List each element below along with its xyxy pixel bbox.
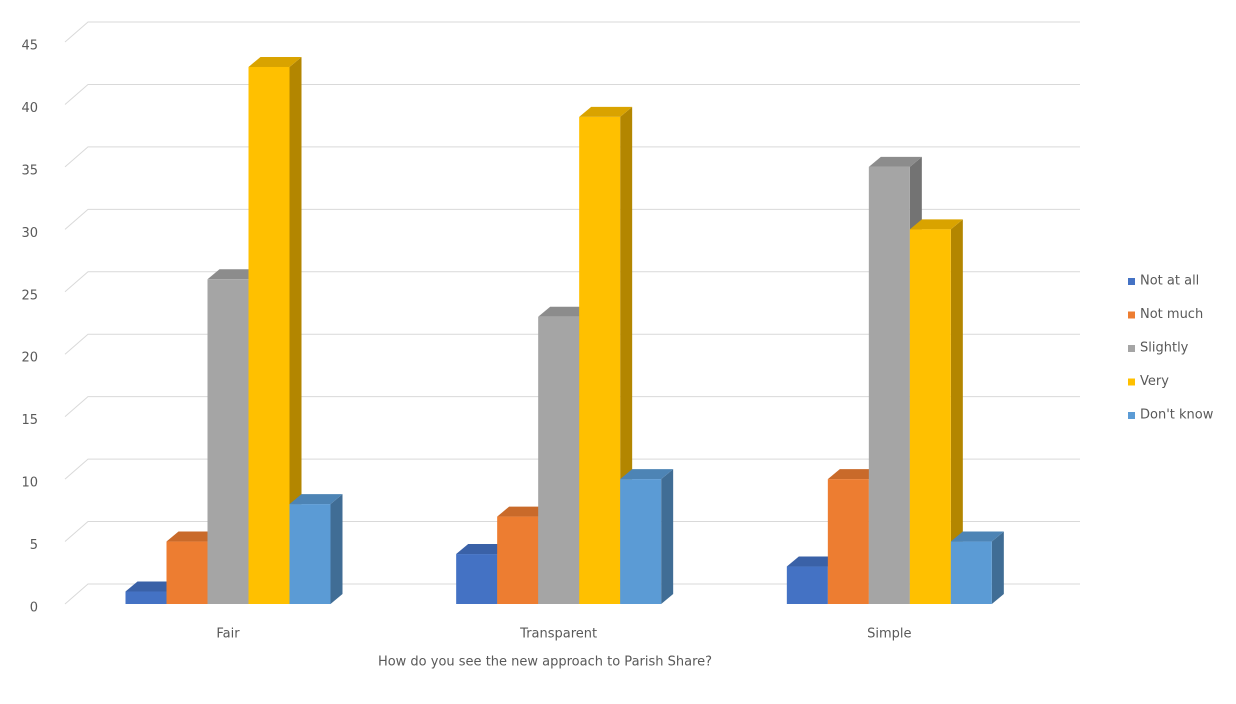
y-tick-label: 0 [30,601,38,616]
bar-top [950,531,1004,542]
grid-line [64,21,1080,43]
y-tick-label: 25 [21,288,38,303]
bar-side [950,219,963,605]
bar-front [125,591,167,604]
bar-top [909,219,963,230]
legend-swatch [1128,278,1135,285]
bar-top [827,469,881,480]
bar-front [207,279,249,604]
bar-top [620,469,674,480]
y-tick-label: 40 [21,101,38,116]
legend-swatch [1128,412,1135,419]
bar [125,581,179,604]
bar [620,469,674,604]
bar-top [579,106,633,117]
bar-front [827,479,869,604]
legend-swatch [1128,345,1135,352]
x-tick-label: Simple [867,627,911,642]
bar-top [207,269,261,280]
bar [248,56,302,604]
y-tick-label: 30 [21,226,38,241]
bar-top [125,581,179,592]
legend-swatch [1128,311,1135,319]
grid-line [64,271,1080,293]
bar [289,494,343,604]
bar-top [289,494,343,505]
bar [909,219,963,605]
y-tick-label: 45 [21,39,38,54]
bar-front [620,479,662,604]
grid-line [64,583,1080,605]
legend-label: Not at all [1140,274,1199,289]
bar-side [991,531,1004,604]
legend-label: Don't know [1140,408,1214,423]
x-tick-label: Fair [216,627,240,642]
y-tick-label: 35 [21,163,38,178]
bar-top [248,56,302,67]
grid-line [64,146,1080,168]
bar-side [661,469,674,604]
bar-top [786,556,840,567]
bar-front [248,66,290,604]
bar-front [579,116,621,604]
bar-front [909,229,951,605]
bar-side [330,494,343,604]
bar-front [497,516,539,604]
bar-front [289,504,331,604]
legend-label: Slightly [1140,341,1189,356]
x-axis-title: How do you see the new approach to Paris… [378,655,712,670]
x-tick-label: Transparent [519,627,597,642]
y-tick-label: 20 [21,351,38,366]
bar-top [538,306,592,317]
bar-front [538,316,580,604]
grid-line [64,83,1080,105]
bar-front [166,541,208,604]
bar-top [166,531,220,542]
legend-label: Not much [1140,307,1203,322]
y-tick-label: 10 [21,476,38,491]
bar-side [289,56,302,604]
bar-top [456,544,510,555]
grid-line [64,521,1080,542]
legend-label: Very [1140,374,1169,389]
grid-line [64,458,1080,480]
grid-line [64,396,1080,418]
y-tick-label: 5 [30,538,38,553]
y-tick-label: 15 [21,413,38,428]
grid-line [64,208,1080,230]
legend-swatch [1128,378,1135,386]
bar-front [950,541,992,604]
bar-top [497,506,551,517]
bar [950,531,1004,604]
bar-front [868,166,910,604]
bar-front [456,554,498,604]
bar-top [868,156,922,167]
grid-line [64,333,1080,355]
bar-front [786,566,828,604]
